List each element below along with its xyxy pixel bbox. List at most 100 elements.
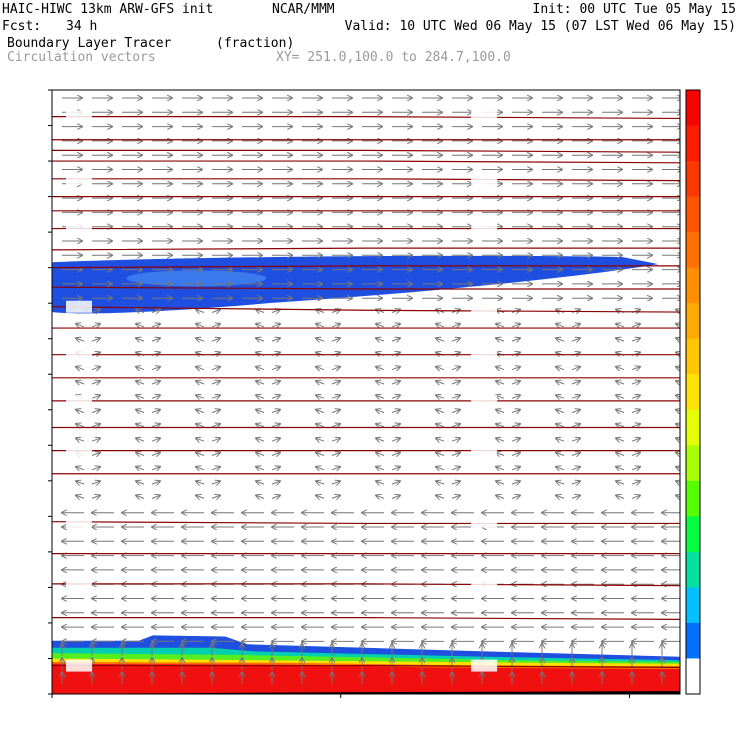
circulation-vector bbox=[676, 453, 680, 456]
circulation-vector bbox=[76, 467, 85, 470]
plot-area bbox=[52, 90, 680, 694]
circulation-vector bbox=[136, 481, 145, 484]
circulation-vector bbox=[616, 338, 625, 341]
circulation-vector bbox=[571, 453, 580, 456]
circulation-vector bbox=[91, 467, 100, 470]
circulation-vector bbox=[556, 438, 565, 441]
colorbar-segment bbox=[686, 125, 700, 162]
circulation-vector bbox=[256, 367, 265, 370]
circulation-vector bbox=[271, 495, 280, 498]
circulation-vector bbox=[376, 453, 385, 456]
circulation-vector bbox=[556, 453, 565, 456]
circulation-vector bbox=[676, 438, 680, 441]
circulation-vector bbox=[376, 410, 385, 413]
colorbar-segment bbox=[686, 338, 700, 375]
forecast-hour-value: 34 h bbox=[66, 19, 98, 34]
circulation-vector bbox=[211, 395, 220, 398]
circulation-vector bbox=[556, 495, 565, 498]
circulation-vector bbox=[631, 467, 640, 470]
circulation-vector bbox=[316, 381, 325, 384]
colorbar-segment bbox=[686, 303, 700, 340]
circulation-vector bbox=[571, 424, 580, 427]
circulation-vector bbox=[511, 438, 520, 441]
isotherm-label-bg bbox=[66, 659, 92, 672]
circulation-vector bbox=[511, 481, 520, 484]
circulation-vector bbox=[196, 467, 205, 470]
circulation-vector bbox=[271, 324, 280, 327]
circulation-vector bbox=[376, 481, 385, 484]
circulation-vector bbox=[256, 395, 265, 398]
circulation-vector bbox=[616, 438, 625, 441]
circulation-vector bbox=[676, 410, 680, 413]
isotherm-label-bg bbox=[66, 577, 92, 590]
circulation-vector bbox=[496, 438, 505, 441]
circulation-vector bbox=[376, 381, 385, 384]
circulation-vector bbox=[496, 495, 505, 498]
isotherm-label-bg bbox=[66, 300, 92, 313]
isotherm-label-bg bbox=[471, 300, 498, 313]
circulation-vector bbox=[451, 481, 460, 484]
circulation-vector bbox=[316, 481, 325, 484]
terrain bbox=[52, 691, 680, 694]
circulation-vector bbox=[271, 424, 280, 427]
colorbar-segment bbox=[686, 516, 700, 553]
circulation-vector bbox=[571, 381, 580, 384]
circulation-vector bbox=[91, 495, 100, 498]
circulation-vector bbox=[511, 453, 520, 456]
isotherm-label-bg bbox=[66, 394, 92, 407]
circulation-vector bbox=[376, 495, 385, 498]
isotherm-line bbox=[52, 160, 680, 164]
colorbar-segment bbox=[686, 480, 700, 517]
isotherm-label-bg bbox=[66, 172, 92, 185]
isotherm-line bbox=[52, 583, 680, 587]
circulation-vector bbox=[451, 410, 460, 413]
circulation-vector bbox=[136, 367, 145, 370]
circulation-vector bbox=[256, 424, 265, 427]
circulation-vector bbox=[151, 324, 160, 327]
circulation-vector bbox=[316, 424, 325, 427]
circulation-vector bbox=[631, 338, 640, 341]
circulation-vector bbox=[256, 381, 265, 384]
circulation-vector bbox=[211, 424, 220, 427]
circulation-vector bbox=[211, 367, 220, 370]
circulation-vector bbox=[556, 481, 565, 484]
circulation-vector bbox=[211, 495, 220, 498]
circulation-vector bbox=[616, 324, 625, 327]
circulation-vector bbox=[316, 395, 325, 398]
plot-frame bbox=[51, 89, 681, 695]
circulation-vector bbox=[91, 324, 100, 327]
circulation-vector bbox=[151, 424, 160, 427]
circulation-vector bbox=[91, 453, 100, 456]
colorbar-segment bbox=[686, 267, 700, 304]
circulation-vector bbox=[556, 410, 565, 413]
circulation-vector bbox=[331, 410, 340, 413]
circulation-vector bbox=[436, 467, 445, 470]
circulation-vector bbox=[151, 395, 160, 398]
circulation-vector bbox=[676, 381, 680, 384]
circulation-vector bbox=[391, 481, 400, 484]
circulation-vector bbox=[616, 381, 625, 384]
circulation-vector bbox=[196, 310, 205, 313]
circulation-vector bbox=[436, 410, 445, 413]
isotherm-line bbox=[52, 116, 680, 120]
circulation-vector bbox=[451, 467, 460, 470]
circulation-vector bbox=[436, 424, 445, 427]
circulation-vector bbox=[91, 481, 100, 484]
field-units: (fraction) bbox=[216, 36, 295, 51]
isotherm-line bbox=[52, 617, 680, 620]
circulation-vector bbox=[631, 395, 640, 398]
circulation-vector bbox=[676, 338, 680, 341]
chart-title: HAIC-HIWC 13km ARW-GFS init bbox=[2, 2, 214, 17]
circulation-vector bbox=[271, 438, 280, 441]
circulation-vector bbox=[196, 324, 205, 327]
circulation-vector bbox=[631, 381, 640, 384]
organization-label: NCAR/MMM bbox=[272, 2, 335, 17]
init-time: Init: 00 UTC Tue 05 May 15 bbox=[532, 2, 737, 17]
circulation-vector bbox=[571, 395, 580, 398]
circulation-vector bbox=[496, 410, 505, 413]
circulation-vector bbox=[256, 481, 265, 484]
circulation-vector bbox=[496, 381, 505, 384]
circulation-vector bbox=[571, 481, 580, 484]
circulation-vector bbox=[451, 495, 460, 498]
